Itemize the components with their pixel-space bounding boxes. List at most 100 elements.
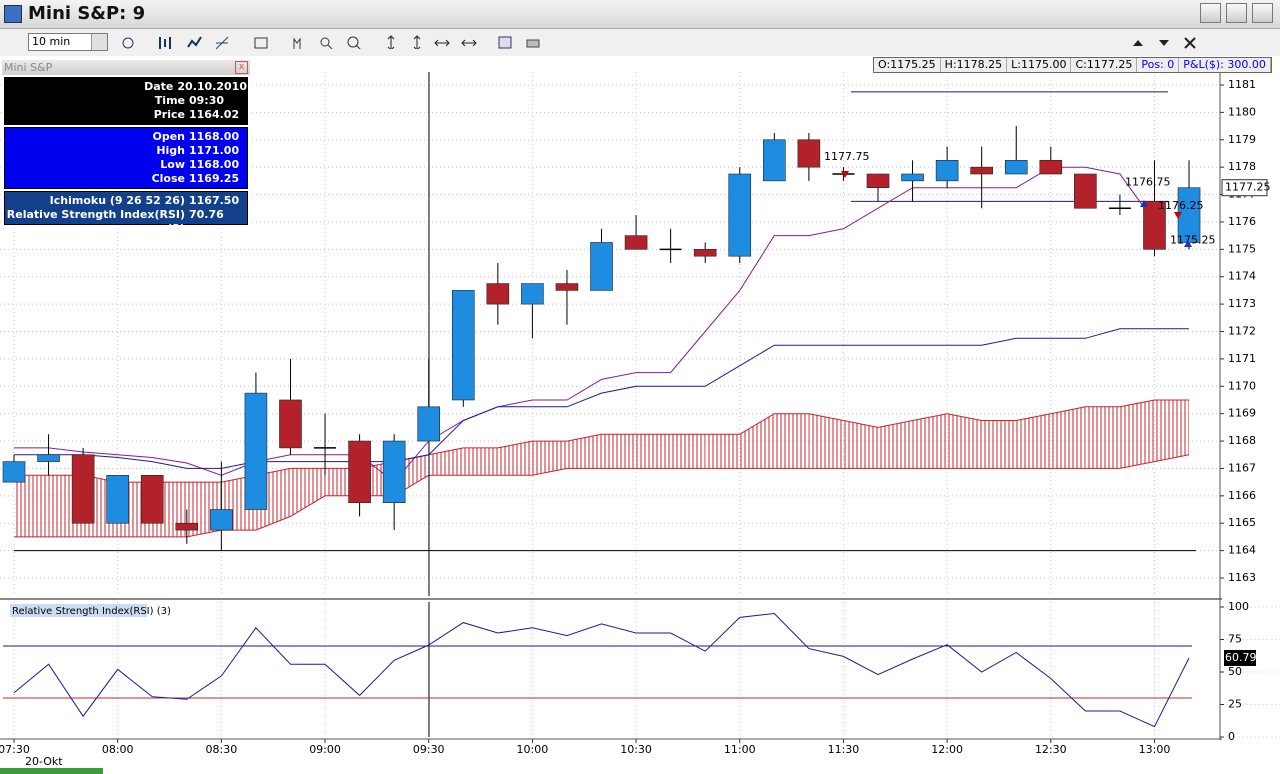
interval-value: 10 min: [32, 35, 71, 48]
status-field: L:1175.00: [1007, 58, 1072, 72]
x-tick-label: 09:30: [413, 743, 445, 756]
y-tick-label: 0: [1228, 730, 1235, 743]
indicator-block: Ichimoku (9 26 52 26) 1167.50 Relative Str…: [4, 191, 248, 235]
y-tick-label: 1164: [1228, 544, 1256, 557]
cloud-segment: [1119, 399, 1155, 469]
tool-button[interactable]: [186, 35, 202, 49]
y-tick-label: 1181: [1228, 78, 1256, 91]
tool-button[interactable]: [525, 35, 541, 49]
tool-button[interactable]: [1182, 35, 1198, 49]
candle-body: [279, 399, 302, 449]
info-close[interactable]: x: [235, 61, 248, 74]
candle-body: [590, 242, 613, 291]
cloud-segment: [1154, 399, 1190, 462]
cloud-segment: [566, 434, 602, 469]
trade-marker: [841, 171, 849, 178]
dropdown-arrow[interactable]: [91, 34, 107, 50]
toolbar: 10 min: [0, 29, 1280, 57]
tool-button[interactable]: [318, 35, 334, 49]
cloud-segment: [947, 413, 982, 469]
date-label: 20-Okt: [25, 755, 63, 768]
tool-button[interactable]: [253, 35, 269, 49]
cloud-segment: [878, 420, 913, 469]
candle-body: [693, 249, 717, 257]
candle-body: [486, 283, 510, 305]
y-tick-label: 75: [1228, 633, 1242, 646]
cloud-segment: [532, 441, 567, 476]
cloud-segment: [497, 441, 533, 476]
candle-body: [521, 283, 544, 305]
y-tick-label: 1179: [1228, 133, 1256, 146]
candle-body: [1039, 160, 1063, 175]
cloud-segment: [670, 434, 706, 469]
last-price-box: [1221, 179, 1268, 197]
info-value: 1164.02: [189, 108, 240, 121]
y-tick-label: 1170: [1228, 379, 1256, 392]
candle-body: [763, 139, 786, 182]
tool-button[interactable]: [1130, 35, 1146, 49]
candle-body: [106, 474, 129, 524]
y-tick-label: 25: [1228, 698, 1242, 711]
last-rsi-box: [1224, 649, 1256, 666]
tool-button[interactable]: [383, 35, 399, 49]
tool-button[interactable]: [346, 35, 362, 49]
x-tick-label: 13:00: [1139, 743, 1171, 756]
rsi-title-bg: [10, 604, 147, 617]
x-tick-label: 12:00: [931, 743, 963, 756]
close-button[interactable]: [1252, 3, 1273, 23]
y-tick-label: 1166: [1228, 489, 1256, 502]
y-tick-label: 50: [1228, 665, 1242, 678]
cloud-edge: [14, 399, 1189, 483]
rsi-title: Relative Strength Index(RSI) (3): [12, 606, 171, 617]
candle-body: [2, 461, 26, 483]
cloud-segment: [739, 413, 775, 469]
y-tick-label: 1168: [1228, 434, 1256, 447]
candle-body: [728, 173, 752, 257]
info-title: Mini S&P: [4, 61, 53, 74]
interval-select[interactable]: 10 min: [28, 33, 108, 51]
candle-body: [210, 509, 233, 531]
status-bar: O:1175.25 H:1178.25 L:1175.00 C:1177.25 Pos:…: [873, 57, 1272, 73]
info-value: 1168.00: [189, 130, 240, 143]
info-label: High: [156, 144, 185, 157]
candle-body: [348, 440, 371, 503]
info-label: Time: [154, 94, 185, 107]
y-tick-label: 1167: [1228, 461, 1256, 474]
candle-body: [1004, 160, 1028, 175]
cloud-segment: [463, 447, 498, 476]
cloud-segment: [705, 434, 740, 469]
tool-button[interactable]: [289, 35, 305, 49]
tool-button[interactable]: [120, 35, 136, 49]
cloud-segment: [912, 413, 948, 469]
y-tick-label: 1175: [1228, 242, 1256, 255]
y-tick-label: 100: [1228, 600, 1249, 613]
candle-body: [175, 522, 199, 531]
status-field: H:1178.25: [941, 58, 1008, 72]
tool-button[interactable]: [214, 35, 230, 49]
time-block: Date 20.10.2010 Time 09:30 Price 1164.02: [4, 77, 248, 125]
tool-button[interactable]: [157, 35, 173, 49]
trade-annotation: 1175.25: [1170, 233, 1216, 246]
x-tick-label: 11:00: [724, 743, 756, 756]
info-header: Mini S&P x: [2, 60, 250, 75]
trade-annotation: 1177.75: [824, 150, 870, 163]
cloud-segment: [601, 434, 637, 469]
cloud-segment: [808, 413, 844, 469]
candle-body: [1074, 173, 1097, 209]
tool-button[interactable]: [434, 35, 450, 49]
candle-body: [140, 474, 164, 524]
last-price-label: 1177.25: [1225, 181, 1271, 194]
minimize-button[interactable]: [1200, 3, 1221, 23]
x-tick-label: 09:00: [309, 743, 341, 756]
cloud-edge: [14, 454, 1190, 538]
candle-body: [555, 283, 579, 291]
tool-button[interactable]: [497, 35, 513, 49]
info-value: 1169.25: [189, 172, 240, 185]
y-tick-label: 1169: [1228, 407, 1256, 420]
scroll-thumb[interactable]: [0, 768, 103, 774]
tool-button[interactable]: [461, 35, 477, 49]
maximize-button[interactable]: [1226, 3, 1247, 23]
tool-button[interactable]: [1156, 35, 1172, 49]
tool-button[interactable]: [409, 35, 425, 49]
rsi-line: [13, 612, 1190, 728]
